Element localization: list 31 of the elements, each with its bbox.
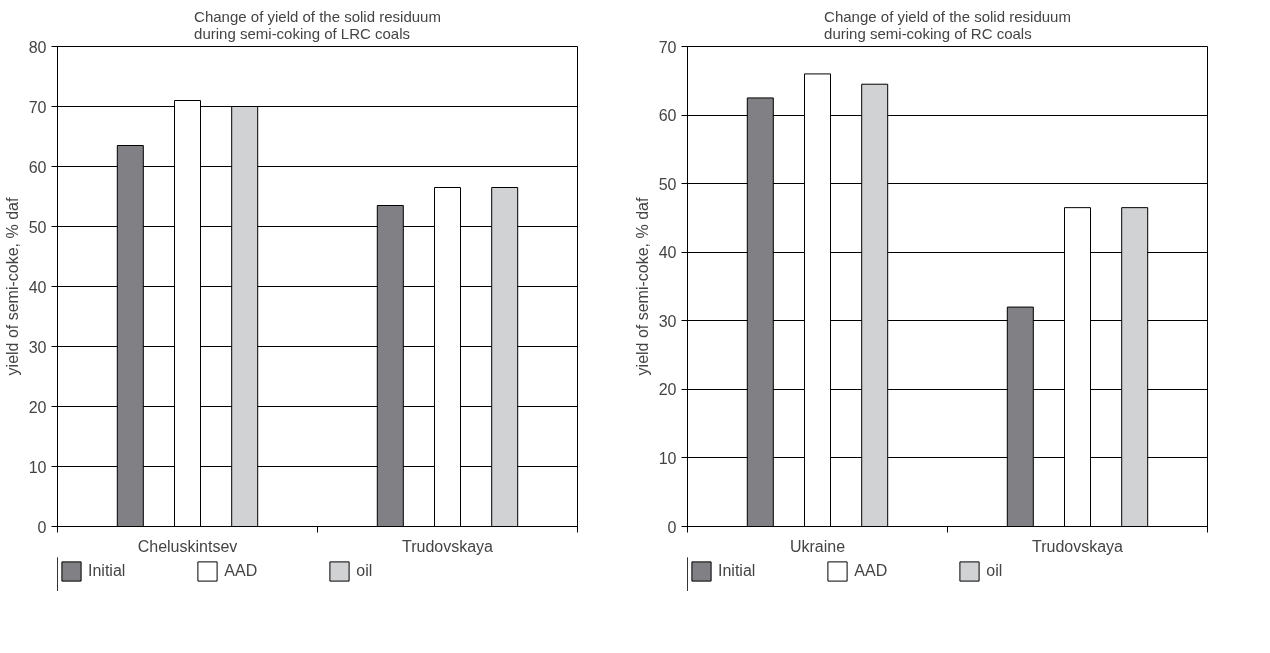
y-tick-label: 60 (658, 107, 677, 125)
y-tick-label: 30 (28, 338, 47, 356)
y-tick-label: 0 (37, 518, 47, 536)
legend-label: oil (356, 562, 374, 580)
x-tick-label: Cheluskintsev (137, 537, 238, 555)
legend-label: oil (986, 562, 1004, 580)
y-tick-label: 50 (28, 218, 47, 236)
y-tick-label: 70 (658, 38, 677, 56)
y-axis-title: yield of semi-coke, % daf (3, 197, 21, 376)
y-tick-label: 40 (658, 244, 677, 262)
y-tick-label: 10 (28, 458, 47, 476)
x-tick-label: Trudovskaya (1032, 537, 1124, 555)
x-tick-label: Ukraine (789, 537, 846, 555)
legend-label: Initial (718, 562, 756, 580)
chart-title: Change of yield of the solid residuum during semi-coking of LRC coals (194, 7, 441, 42)
y-tick-label: 60 (28, 158, 47, 176)
y-tick-label: 20 (658, 381, 677, 399)
chart-title: Change of yield of the solid residuum during semi-coking of RC coals (824, 7, 1071, 42)
y-tick-label: 20 (28, 398, 47, 416)
y-tick-label: 30 (658, 312, 677, 330)
y-tick-label: 10 (658, 449, 677, 467)
y-tick-label: 50 (658, 175, 677, 193)
y-tick-label: 40 (28, 278, 47, 296)
y-tick-label: 70 (28, 98, 47, 116)
x-tick-label: Trudovskaya (402, 537, 494, 555)
y-tick-label: 0 (667, 518, 677, 536)
y-axis-title: yield of semi-coke, % daf (633, 197, 651, 376)
legend-label: AAD (224, 562, 258, 580)
legend-label: AAD (854, 562, 888, 580)
y-tick-label: 80 (28, 38, 47, 56)
legend-label: Initial (88, 562, 126, 580)
